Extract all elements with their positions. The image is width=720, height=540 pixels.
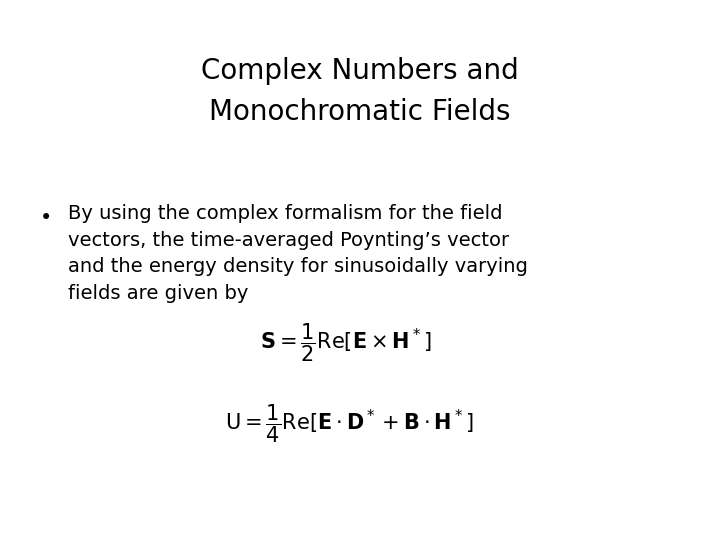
Text: $\mathbf{S} = \dfrac{1}{2}\mathrm{Re}[\mathbf{E} \times \mathbf{H}^*]$: $\mathbf{S} = \dfrac{1}{2}\mathrm{Re}[\m… bbox=[260, 322, 431, 364]
Text: Complex Numbers and
Monochromatic Fields: Complex Numbers and Monochromatic Fields bbox=[201, 57, 519, 126]
Text: By using the complex formalism for the field
vectors, the time-averaged Poynting: By using the complex formalism for the f… bbox=[68, 204, 528, 302]
Text: •: • bbox=[40, 208, 52, 228]
Text: $\mathrm{U} = \dfrac{1}{4}\mathrm{Re}[\mathbf{E} \cdot \mathbf{D}^* + \mathbf{B}: $\mathrm{U} = \dfrac{1}{4}\mathrm{Re}[\m… bbox=[225, 403, 474, 445]
